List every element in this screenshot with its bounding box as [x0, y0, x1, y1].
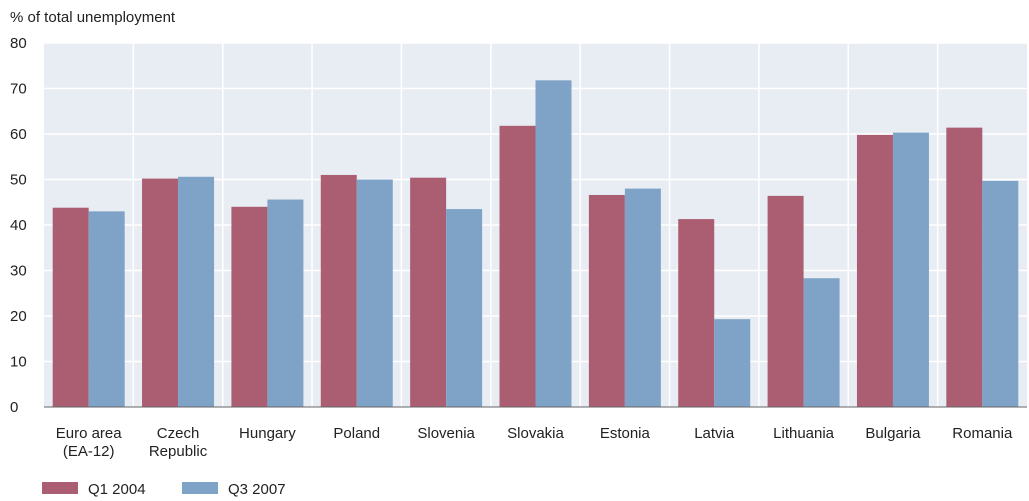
bar-q3-2007 — [356, 179, 393, 407]
x-category-label: Poland — [333, 425, 380, 442]
y-tick-label: 40 — [10, 217, 27, 234]
bar-q3-2007 — [803, 278, 840, 407]
x-category-label: Euro area (EA-12) — [56, 425, 123, 460]
bar-q1-2004 — [320, 174, 357, 407]
x-category-label: Hungary — [239, 425, 296, 442]
legend-swatch — [42, 482, 78, 494]
bar-q3-2007 — [892, 132, 929, 407]
bar-q1-2004 — [52, 207, 89, 407]
y-tick-label: 30 — [10, 263, 27, 280]
y-tick-label: 70 — [10, 81, 27, 98]
bar-q3-2007 — [982, 180, 1019, 407]
bar-q3-2007 — [178, 176, 215, 407]
bar-q1-2004 — [499, 125, 536, 407]
y-axis-unit-label: % of total unemployment — [10, 9, 176, 26]
legend-label: Q3 2007 — [228, 481, 286, 498]
y-tick-label: 10 — [10, 354, 27, 371]
x-category-label: Czech Republic — [149, 425, 208, 460]
bar-q3-2007 — [624, 188, 661, 407]
bar-q1-2004 — [142, 178, 179, 407]
bar-q1-2004 — [588, 194, 625, 407]
bar-q3-2007 — [267, 199, 304, 407]
y-tick-label: 80 — [10, 35, 27, 52]
x-category-label: Lithuania — [773, 425, 835, 442]
bar-q1-2004 — [946, 127, 983, 407]
x-category-label: Estonia — [600, 425, 651, 442]
bar-q3-2007 — [714, 319, 751, 407]
x-category-label: Slovenia — [417, 425, 475, 442]
bar-q1-2004 — [678, 219, 715, 407]
x-category-label: Slovakia — [507, 425, 564, 442]
y-tick-label: 0 — [10, 399, 18, 416]
bar-q1-2004 — [767, 195, 804, 407]
bar-q1-2004 — [231, 206, 268, 407]
legend-label: Q1 2004 — [88, 481, 146, 498]
legend-swatch — [182, 482, 218, 494]
bar-q3-2007 — [535, 80, 572, 407]
y-tick-label: 60 — [10, 126, 27, 143]
x-category-label: Bulgaria — [865, 425, 921, 442]
x-category-label: Romania — [952, 425, 1013, 442]
x-category-label: Latvia — [694, 425, 735, 442]
y-tick-label: 20 — [10, 308, 27, 325]
y-tick-label: 50 — [10, 172, 27, 189]
bar-q3-2007 — [446, 209, 483, 407]
bar-q1-2004 — [410, 177, 447, 407]
bar-q3-2007 — [88, 211, 125, 407]
bar-q1-2004 — [856, 134, 893, 407]
